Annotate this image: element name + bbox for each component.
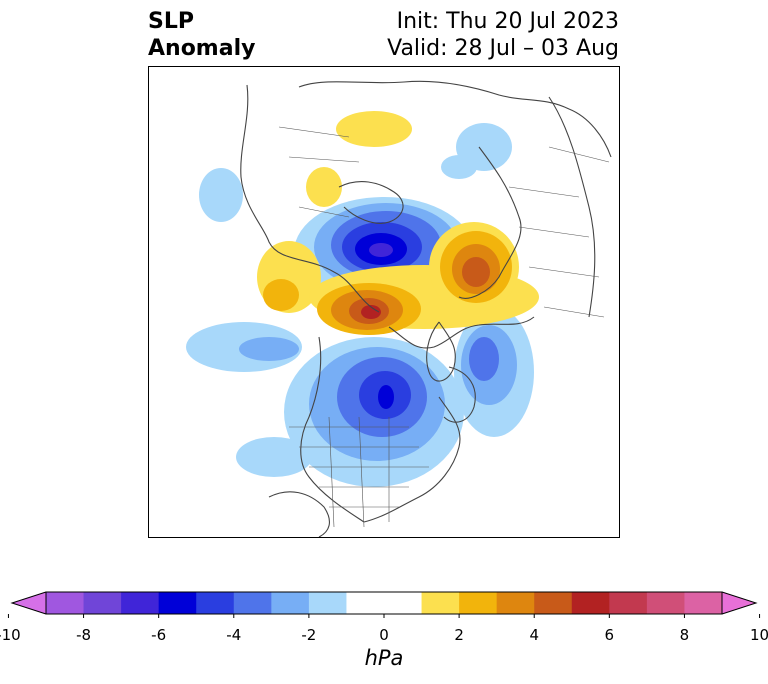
colorbar-max-arrow — [722, 592, 756, 614]
map-title-line1: SLP — [148, 9, 194, 34]
colorbar-band — [271, 592, 310, 614]
colorbar-band — [308, 592, 347, 614]
negative-pacific-low — [186, 322, 302, 372]
colorbar-band — [346, 592, 423, 614]
init-date: Init: Thu 20 Jul 2023 — [396, 9, 619, 34]
colorbar-tick-label: 6 — [604, 626, 615, 644]
colorbar-tick-label: -4 — [226, 626, 242, 644]
map-title: SLP Anomaly — [148, 8, 255, 62]
colorbar-band — [233, 592, 272, 614]
colorbar-band — [46, 592, 85, 614]
colorbar-tick-label: -10 — [0, 626, 21, 644]
colorbar-band — [158, 592, 197, 614]
anomaly-map — [186, 80, 612, 537]
colorbar-band — [121, 592, 160, 614]
positive-bering-high — [257, 241, 321, 313]
negative-atlantic-low — [454, 307, 534, 437]
colorbar-band — [496, 592, 535, 614]
negative-siberian-low — [199, 123, 512, 222]
colorbar-tick-label: 4 — [529, 626, 539, 644]
colorbar-band — [459, 592, 498, 614]
coastlines — [240, 80, 612, 537]
colorbar-band — [534, 592, 573, 614]
date-info: Init: Thu 20 Jul 2023 Valid: 28 Jul – 03… — [387, 8, 619, 62]
positive-asia-high — [306, 111, 412, 207]
colorbar-band — [83, 592, 122, 614]
borders — [278, 126, 610, 528]
colorbar-band — [196, 592, 235, 614]
negative-canada-low — [236, 337, 464, 487]
colorbar-tick-label: 0 — [379, 626, 389, 644]
colorbar-segments — [46, 592, 723, 614]
valid-range: Valid: 28 Jul – 03 Aug — [387, 36, 619, 61]
colorbar-band — [421, 592, 460, 614]
colorbar-ticks — [7, 614, 761, 618]
colorbar-band — [684, 592, 723, 614]
colorbar-tick-label: 2 — [454, 626, 464, 644]
colorbar-tick-label: -2 — [301, 626, 317, 644]
colorbar-tick-label: -8 — [76, 626, 92, 644]
map-title-line2: Anomaly — [148, 36, 256, 61]
colorbar-band — [571, 592, 610, 614]
map-panel — [148, 66, 620, 538]
colorbar-band — [609, 592, 648, 614]
colorbar-tick-label: -6 — [151, 626, 167, 644]
colorbar-unit: hPa — [364, 646, 404, 670]
colorbar-tick-label: 10 — [750, 626, 768, 644]
colorbar-tick-label: 8 — [679, 626, 690, 644]
colorbar-min-arrow — [12, 592, 46, 614]
colorbar-band — [646, 592, 685, 614]
positive-europe-high — [429, 222, 519, 312]
colorbar — [7, 591, 761, 618]
